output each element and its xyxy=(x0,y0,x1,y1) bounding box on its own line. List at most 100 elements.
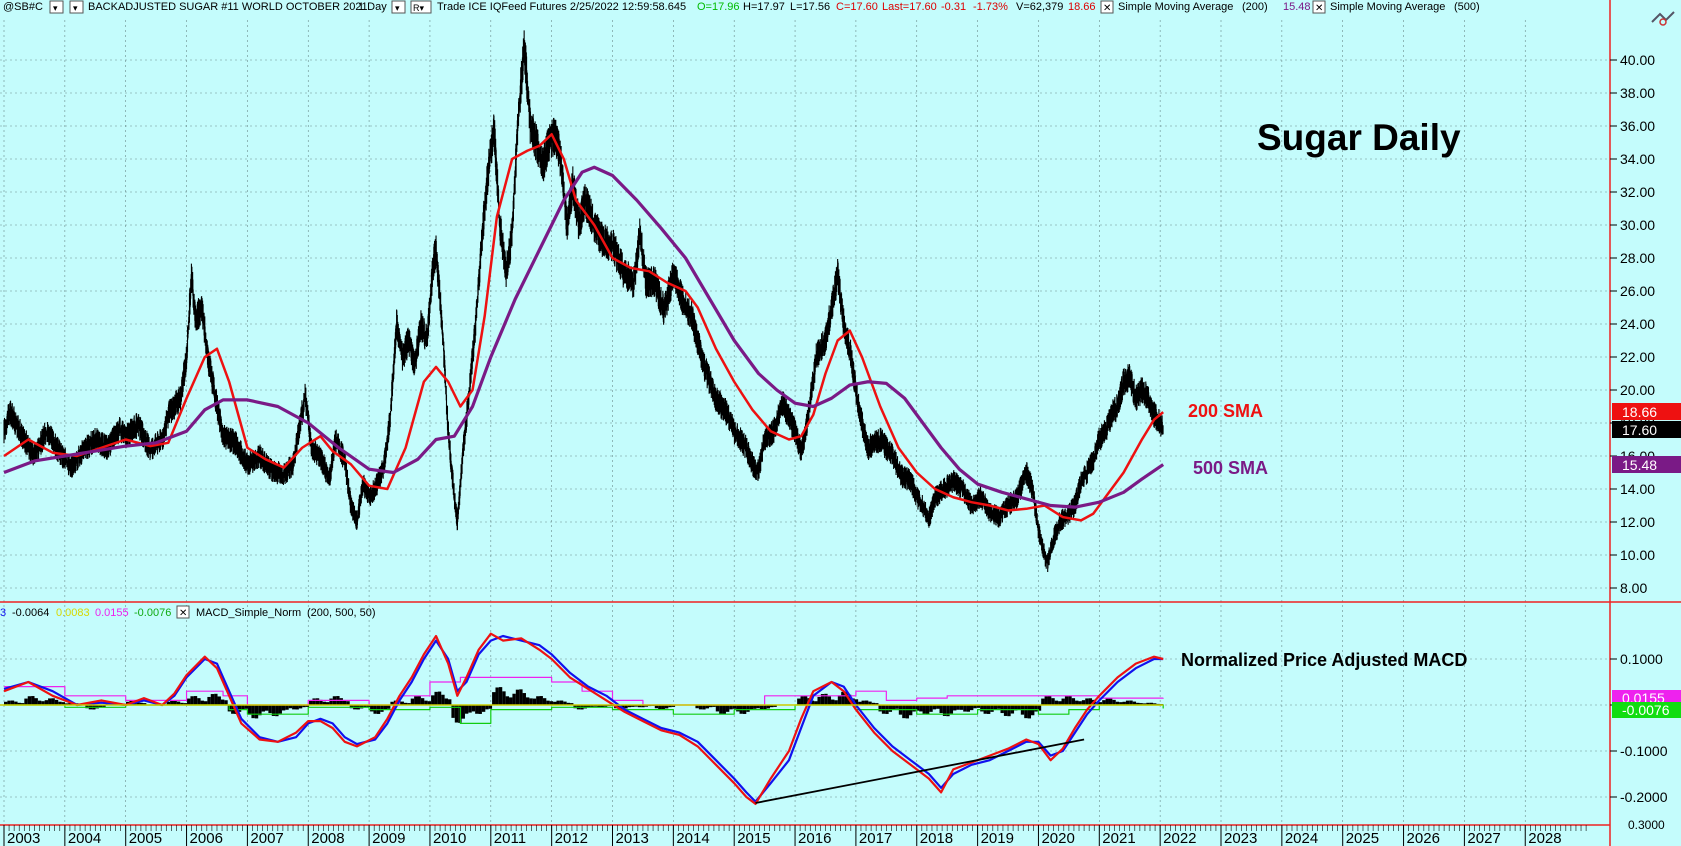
histogram-bar xyxy=(746,705,750,712)
histogram-bar xyxy=(346,701,350,705)
histogram-bar xyxy=(200,700,204,705)
refresh-button[interactable] xyxy=(410,0,432,14)
x-tick-label: 2016 xyxy=(798,830,831,846)
interval-dropdown[interactable] xyxy=(391,0,406,14)
change-value: -0.31 xyxy=(941,1,966,13)
histogram-bar xyxy=(966,705,970,712)
histogram-bar xyxy=(895,705,899,709)
signal-badge xyxy=(1612,690,1681,705)
symbol-dropdown[interactable] xyxy=(49,0,64,14)
histogram-bar xyxy=(475,705,479,714)
histogram-bar xyxy=(315,698,320,705)
histogram-bar xyxy=(27,696,32,705)
histogram-bar xyxy=(529,698,533,705)
histogram-bar xyxy=(319,699,323,705)
histogram-bar xyxy=(661,705,665,710)
histogram-bar xyxy=(251,705,255,719)
histogram-bar xyxy=(1078,701,1082,705)
histogram-bar xyxy=(1081,700,1086,705)
histogram-bar xyxy=(810,700,815,705)
sma200-remove-button[interactable] xyxy=(1100,0,1114,14)
sma500-header-value: 15.48 xyxy=(1283,1,1311,13)
histogram-bar xyxy=(502,691,506,705)
macd-value-1: 3 xyxy=(0,607,6,619)
histogram-bar xyxy=(37,700,42,705)
x-tick-label: 2025 xyxy=(1346,830,1379,846)
symbol-label[interactable]: @SB#C xyxy=(3,1,43,13)
histogram-bar xyxy=(434,691,438,705)
histogram-bar xyxy=(478,705,482,714)
sma500-remove-button[interactable] xyxy=(1312,0,1326,14)
histogram-bar xyxy=(888,705,893,712)
histogram-bar xyxy=(444,698,449,705)
histogram-bar xyxy=(542,698,547,705)
histogram-bar xyxy=(14,701,18,705)
histogram-bar xyxy=(664,705,669,709)
x-tick-label: 2015 xyxy=(737,830,770,846)
toolbar-settings-icon[interactable] xyxy=(1651,11,1675,26)
histogram-bar xyxy=(732,705,737,709)
histogram-bar xyxy=(1088,698,1093,705)
histogram-bar xyxy=(949,705,954,714)
histogram-bar xyxy=(305,705,310,707)
macd-badges: 0.0155 -0.0076 0.3000 xyxy=(1612,690,1681,832)
histogram-bar xyxy=(431,695,435,705)
histogram-bar xyxy=(953,705,957,711)
histogram-bar xyxy=(539,696,543,705)
x-tick-label: 2019 xyxy=(981,830,1014,846)
y-tick-label: -0.2000 xyxy=(1620,789,1668,805)
interval-label[interactable]: 1 Day xyxy=(358,1,387,13)
histogram-bar xyxy=(136,701,140,705)
last-value: Last=17.60 xyxy=(882,1,937,13)
histogram-bar xyxy=(261,705,265,712)
histogram-bar xyxy=(546,700,550,705)
histogram-bar xyxy=(573,705,577,709)
sma500-badge xyxy=(1612,456,1681,473)
histogram-bar xyxy=(570,703,574,705)
histogram-bar xyxy=(403,702,408,705)
histogram-bar xyxy=(627,705,632,708)
histogram-bar xyxy=(841,691,845,705)
x-tick-label: 2017 xyxy=(859,830,892,846)
histogram-bar xyxy=(797,698,801,705)
histogram-bar xyxy=(556,700,560,705)
grid-lines xyxy=(0,20,1610,825)
histogram-bar xyxy=(278,705,282,714)
sma500-annotation: 500 SMA xyxy=(1193,458,1268,478)
low-value: L=17.56 xyxy=(790,1,830,13)
description-dropdown[interactable] xyxy=(69,0,84,14)
histogram-bar xyxy=(4,701,8,705)
histogram-bar xyxy=(339,698,343,705)
volume-value: V=62,379 xyxy=(1016,1,1063,13)
macd-remove-button[interactable] xyxy=(176,605,190,619)
histogram-bar xyxy=(288,705,293,709)
histogram-bar xyxy=(624,705,628,709)
histogram-bar xyxy=(641,705,645,708)
macd-value-5: -0.0076 xyxy=(134,607,171,619)
histogram-bar xyxy=(597,705,601,708)
histogram-bar xyxy=(515,689,520,705)
histogram-bar xyxy=(437,691,442,705)
histogram-bar xyxy=(173,700,177,705)
y-tick-label: 24.00 xyxy=(1620,316,1655,332)
histogram-bar xyxy=(509,697,513,705)
histogram-bar xyxy=(603,705,608,707)
histogram-bar xyxy=(1003,705,1008,716)
histogram-bar xyxy=(770,705,774,708)
histogram-bar xyxy=(976,705,981,708)
histogram-bar xyxy=(325,702,330,705)
histogram-bar xyxy=(1061,698,1065,705)
histogram-bar xyxy=(936,705,940,709)
histogram-bar xyxy=(366,705,371,707)
sma200-badge xyxy=(1612,403,1681,420)
histogram-bar xyxy=(586,705,591,708)
histogram-bar xyxy=(417,696,421,705)
histogram-bar xyxy=(281,705,286,711)
histogram-bar xyxy=(892,705,896,710)
histogram-bar xyxy=(864,700,869,705)
histogram-bar xyxy=(831,699,835,705)
histogram-bar xyxy=(1054,700,1059,705)
histogram-bar xyxy=(566,702,571,705)
histogram-bar xyxy=(715,705,720,712)
histogram-bar xyxy=(485,705,489,710)
